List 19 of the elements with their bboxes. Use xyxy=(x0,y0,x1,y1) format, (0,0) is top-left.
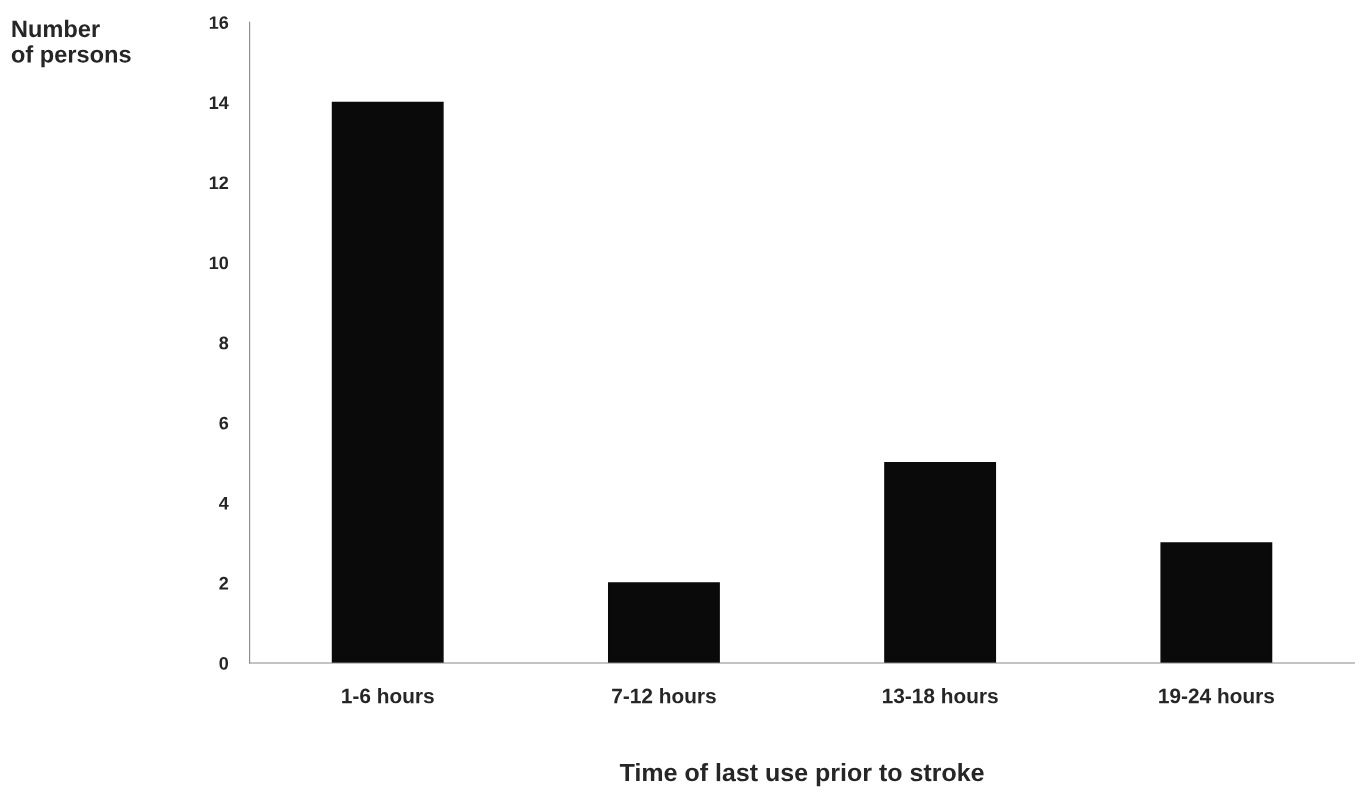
y-tick-label: 2 xyxy=(219,576,229,590)
y-tick-label: 0 xyxy=(219,656,229,670)
bar xyxy=(884,462,997,664)
y-tick-label: 6 xyxy=(219,416,229,430)
x-tick-label: 13-18 hours xyxy=(882,688,998,704)
y-tick-label: 12 xyxy=(209,176,229,189)
x-tick-label: 1-6 hours xyxy=(342,688,434,704)
y-axis-title: Number of persons xyxy=(11,19,131,68)
y-tick-label: 14 xyxy=(209,96,229,109)
x-axis-title: Time of last use prior to stroke xyxy=(619,763,984,787)
bar xyxy=(1160,542,1273,664)
bar xyxy=(607,582,720,664)
y-tick-label: 10 xyxy=(209,256,229,270)
x-tick-label: 19-24 hours xyxy=(1159,688,1274,704)
bar xyxy=(331,101,444,664)
y-tick-label: 4 xyxy=(219,496,229,510)
y-tick-label: 16 xyxy=(209,16,229,29)
x-tick-label: 7-12 hours xyxy=(612,688,716,704)
y-tick-label: 8 xyxy=(219,336,229,350)
